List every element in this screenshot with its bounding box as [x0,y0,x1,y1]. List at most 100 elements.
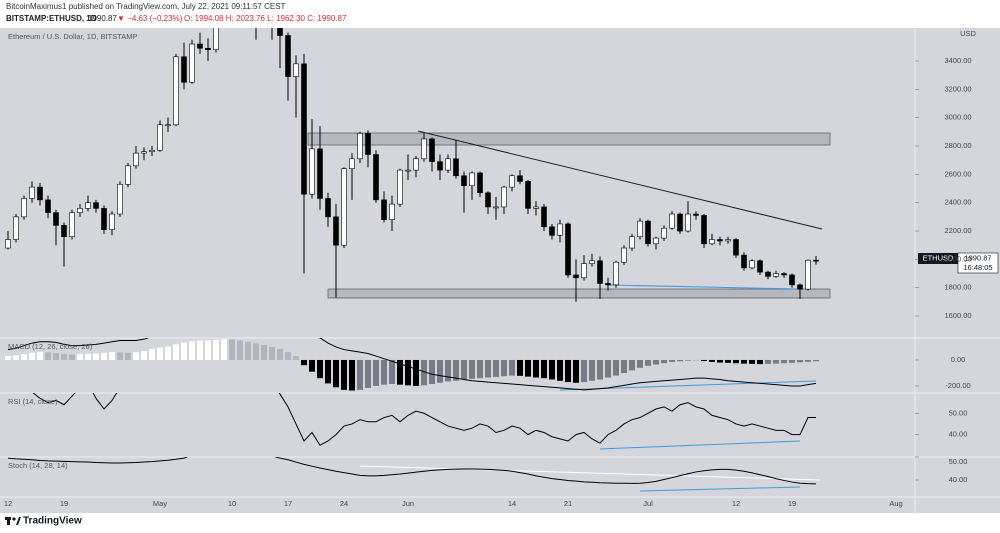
candle-body [165,124,171,127]
histogram-bar [197,340,203,360]
y-tick-label: 40.00 [949,475,968,484]
histogram-bar [461,359,467,380]
candle-body [357,132,363,160]
brand: TradingView [23,516,82,527]
histogram-bar [589,359,595,381]
candle-body [461,175,467,186]
x-tick-label: 14 [508,499,516,508]
candle-body [709,239,715,245]
countdown: 16:48:05 [963,263,992,272]
histogram-bar [405,359,411,386]
candle-body [117,183,123,215]
candle-body [85,202,91,209]
candle-body [149,149,155,152]
histogram-bar [773,359,779,364]
candle-body [125,165,131,185]
candle-body [629,236,635,249]
candle-body [581,263,587,279]
histogram-bar [53,353,59,360]
x-tick-label: Jun [402,499,414,508]
histogram-bar [213,339,219,360]
y-tick-label: 2000.00 [944,254,971,263]
histogram-bar [165,346,171,360]
histogram-bar [437,359,443,383]
panel [5,28,819,302]
histogram-bar [677,359,683,362]
candle-body [557,223,563,236]
candle-body [525,181,531,209]
histogram-bar [93,353,99,360]
candle-body [277,28,283,36]
histogram-bar [77,354,83,360]
candle-body [781,273,787,276]
histogram-bar [61,354,67,360]
histogram-bar [573,359,579,383]
histogram-bar [581,359,587,383]
y-tick-label: -200.00 [945,381,970,390]
histogram-bar [653,359,659,365]
panel-title: MACD (12, 26, close, 26) [8,342,93,351]
histogram-bar [85,353,91,360]
histogram-bar [613,359,619,376]
candle-body [421,138,427,160]
candle-body [701,215,707,245]
resistance-zone [307,132,831,146]
histogram-bar [565,359,571,383]
histogram-bar [493,359,499,377]
x-tick-label: Aug [889,499,902,508]
candle-body [53,212,59,226]
candle-body [677,213,683,232]
divergence-line [639,486,801,492]
histogram-bar [813,359,819,362]
symbol-tag-box [918,253,958,264]
histogram-bar [429,359,435,385]
currency: USD [960,29,976,38]
y-tick-label: 50.00 [949,457,968,466]
candle-body [109,213,115,230]
y-tick-label: 1600.00 [944,311,971,320]
candle-body [517,175,523,182]
last-price: 1990.87 [964,253,991,262]
histogram-bar [621,359,627,373]
x-tick-label: Jul [643,499,653,508]
candle-body [5,239,11,249]
candle-body [717,239,723,242]
histogram-bar [189,341,195,360]
candle-body [45,199,51,213]
histogram-bar [301,359,307,366]
candle-body [21,198,27,218]
candle-body [485,192,491,208]
x-tick-label: 19 [60,499,68,508]
candle-body [597,260,603,284]
histogram-bar [173,344,179,360]
candle-body [405,169,411,172]
candle-body [317,148,323,199]
histogram-bar [661,359,667,364]
candle-body [349,158,355,169]
indicator-line [7,338,817,391]
histogram-bar [781,359,787,364]
histogram-bar [629,359,635,371]
histogram-bar [109,351,115,360]
histogram-bar [421,359,427,386]
y-tick-label: 3200.00 [944,84,971,93]
candle-body [285,35,291,77]
histogram-bar [733,359,739,364]
indicator-line [7,457,817,485]
candle-body [469,172,475,186]
candle-body [93,202,99,209]
stoch-trend-line [359,465,821,481]
histogram-bar [469,359,475,379]
panel [32,393,816,446]
candle-body [373,154,379,201]
y-tick-label: 40.00 [949,430,968,439]
x-tick-label: 12 [4,499,12,508]
y-tick-label: 2800.00 [944,141,971,150]
histogram-bar [605,359,611,378]
candle-body [757,260,763,273]
y-tick-label: 1800.00 [944,283,971,292]
footer-logo [5,517,21,525]
candle-body [693,213,699,216]
header-background [0,0,1000,28]
histogram-bar [141,350,147,360]
